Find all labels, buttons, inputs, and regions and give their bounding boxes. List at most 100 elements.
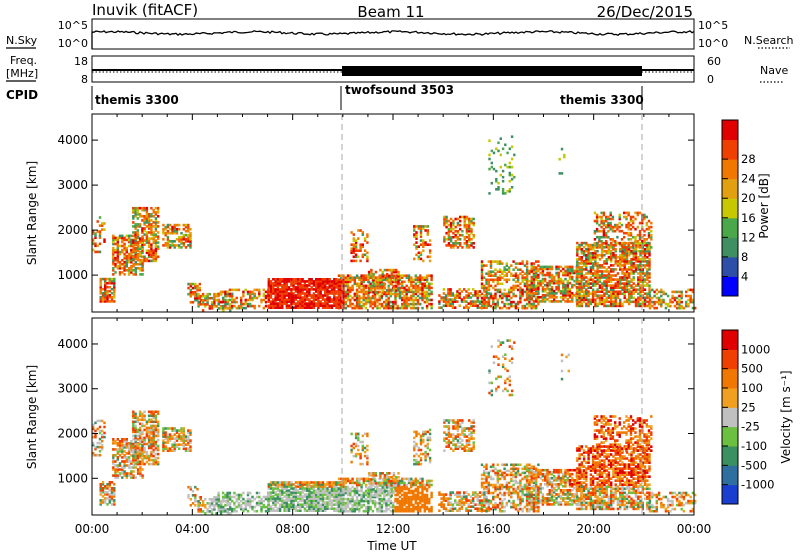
- power-cell: [609, 217, 612, 221]
- power-cell: [483, 304, 486, 307]
- power-cell: [292, 280, 295, 283]
- power-cell: [253, 292, 256, 296]
- power-cell: [589, 243, 593, 247]
- power-cell: [657, 290, 661, 294]
- power-cell: [154, 255, 158, 259]
- power-cell: [607, 272, 611, 275]
- power-cell: [369, 282, 372, 286]
- power-cell: [425, 306, 429, 310]
- power-cell: [585, 243, 588, 247]
- power-cell: [503, 288, 506, 292]
- power-cell: [625, 280, 629, 283]
- velocity-cell: [240, 503, 243, 507]
- power-cell: [145, 257, 149, 261]
- velocity-cell: [306, 505, 309, 508]
- velocity-cell: [130, 448, 133, 451]
- power-cell: [340, 284, 343, 288]
- power-cell: [582, 260, 586, 263]
- power-cell: [419, 296, 422, 300]
- power-cell: [101, 294, 105, 297]
- power-cell: [145, 208, 149, 212]
- power-cell: [419, 274, 422, 277]
- velocity-cell: [134, 452, 137, 455]
- power-cell: [296, 288, 300, 291]
- velocity-cell: [134, 426, 137, 430]
- velocity-cell: [312, 507, 316, 510]
- power-cell: [152, 225, 155, 228]
- power-cell: [346, 274, 350, 277]
- power-cell: [405, 298, 408, 302]
- power-cell: [278, 278, 282, 281]
- velocity-cell: [121, 468, 124, 471]
- velocity-cell: [101, 499, 105, 502]
- power-cell: [647, 225, 651, 229]
- power-cell: [303, 296, 307, 299]
- power-cell: [251, 298, 254, 302]
- power-cell: [469, 296, 473, 299]
- power-cell: [405, 294, 408, 298]
- power-cell: [625, 251, 629, 255]
- power-cell: [506, 190, 509, 193]
- power-cell: [342, 288, 345, 292]
- power-cell: [619, 262, 622, 265]
- velocity-cell: [141, 476, 144, 479]
- power-cell: [296, 278, 300, 281]
- power-cell: [349, 294, 352, 298]
- power-cell: [620, 223, 624, 227]
- power-cell: [385, 300, 388, 304]
- power-cell: [578, 290, 581, 293]
- power-cell: [621, 268, 624, 271]
- power-cell: [637, 249, 640, 253]
- power-cell: [598, 229, 601, 233]
- velocity-cell: [222, 510, 225, 513]
- power-cell: [145, 225, 149, 228]
- power-cell: [389, 306, 393, 310]
- power-cell: [423, 294, 426, 298]
- velocity-cell: [285, 507, 288, 510]
- power-cell: [447, 238, 451, 241]
- power-cell: [294, 306, 298, 309]
- power-cell: [594, 290, 597, 293]
- power-cell: [422, 245, 425, 248]
- power-cell: [349, 274, 352, 277]
- power-cell: [121, 248, 124, 252]
- velocity-cell: [269, 497, 273, 500]
- power-cell: [443, 215, 446, 219]
- power-cell: [489, 272, 493, 275]
- power-cell: [470, 221, 473, 225]
- power-cell: [612, 304, 615, 308]
- power-cell: [519, 296, 522, 300]
- velocity-cell: [278, 499, 282, 502]
- velocity-cell: [182, 441, 185, 444]
- power-cell: [559, 289, 563, 293]
- power-cell: [173, 225, 176, 229]
- power-cell: [390, 268, 393, 272]
- power-cell: [104, 279, 107, 283]
- power-cell: [112, 258, 115, 262]
- power-cell: [372, 274, 375, 278]
- power-cell: [143, 215, 146, 218]
- power-cell: [143, 217, 146, 220]
- power-cell: [589, 302, 593, 306]
- power-cell: [521, 294, 524, 298]
- power-cell: [187, 223, 190, 227]
- velocity-cell: [101, 491, 105, 494]
- power-cell: [306, 294, 309, 297]
- power-cell: [407, 274, 411, 277]
- power-cell: [468, 235, 471, 239]
- velocity-cell: [246, 493, 250, 497]
- power-cell: [201, 292, 205, 296]
- power-cell: [582, 296, 586, 300]
- power-cell: [442, 288, 446, 291]
- power-cell: [582, 253, 586, 257]
- power-cell: [585, 256, 588, 259]
- velocity-cell: [147, 428, 151, 432]
- velocity-cell: [213, 508, 216, 511]
- power-cell: [285, 278, 288, 281]
- power-cell: [396, 304, 399, 308]
- power-cell: [337, 274, 341, 277]
- power-cell: [614, 241, 617, 245]
- power-cell: [171, 225, 174, 229]
- velocity-cell: [132, 420, 135, 424]
- power-cell: [465, 306, 468, 309]
